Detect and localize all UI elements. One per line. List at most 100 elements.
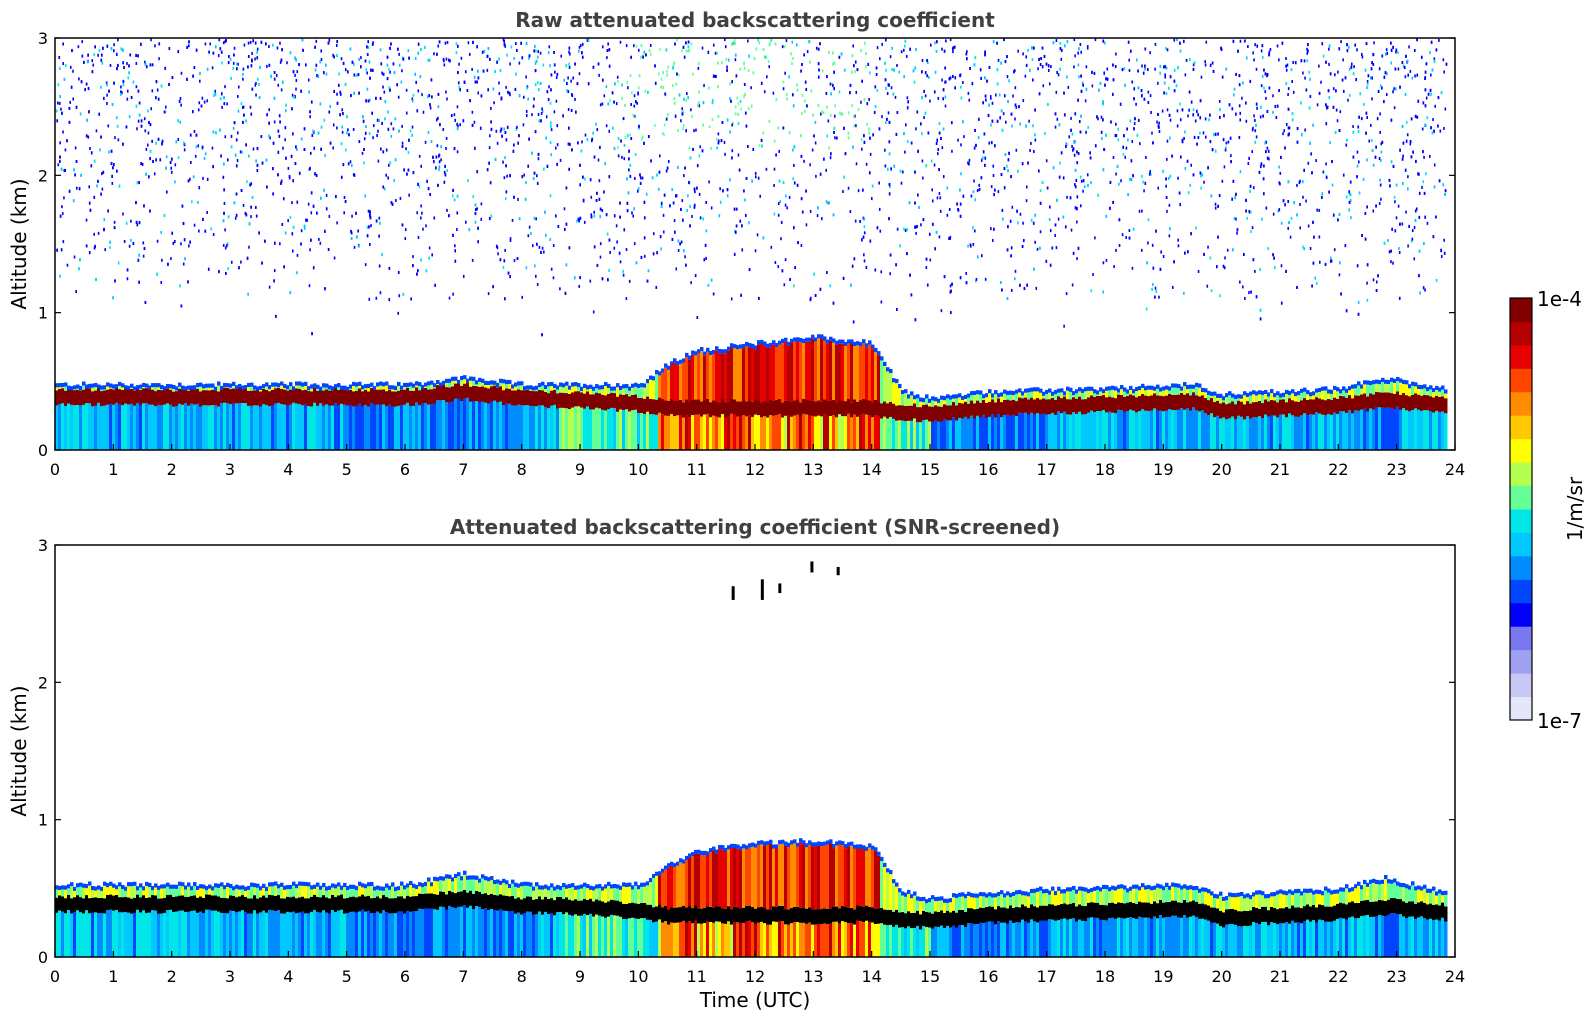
noise-pixel [879,57,881,61]
noise-pixel [1350,62,1353,66]
noise-pixel [1407,244,1409,248]
heatmap-cell [967,393,971,398]
noise-pixel [578,72,581,76]
heatmap-cell [1267,416,1271,450]
noise-pixel [592,310,595,314]
heatmap-cell [487,385,491,389]
heatmap-cell [1387,379,1391,385]
noise-pixel [723,38,726,42]
heatmap-cell [1399,382,1403,395]
heatmap-cell [1312,399,1316,415]
noise-pixel [931,199,934,203]
noise-pixel [1199,131,1201,135]
heatmap-cell [1279,393,1283,398]
heatmap-cell [997,398,1001,414]
noise-pixel [1280,264,1283,268]
noise-pixel [459,123,461,127]
noise-pixel [780,237,782,241]
heatmap-cell [334,384,338,389]
heatmap-cell [922,402,926,405]
heatmap-cell [622,384,626,389]
heatmap-cell [1201,387,1205,393]
noise-pixel [209,42,212,46]
heatmap-cell [85,403,89,450]
heatmap-cell [877,416,881,450]
noise-pixel [1117,182,1120,186]
heatmap-cell [847,413,851,450]
noise-pixel [1177,244,1180,248]
heatmap-cell [994,394,998,403]
noise-pixel [606,56,608,60]
noise-pixel [324,153,326,157]
noise-pixel [597,158,600,162]
noise-pixel [1163,81,1166,85]
heatmap-cell [625,394,629,410]
heatmap-cell [796,414,800,450]
heatmap-cell [1441,411,1445,450]
heatmap-cell [1024,392,1028,398]
noise-pixel [609,98,611,102]
noise-pixel [365,125,367,129]
heatmap-cell [718,417,722,450]
noise-pixel [584,177,586,181]
noise-pixel [1185,58,1188,62]
heatmap-cell [250,386,254,391]
noise-pixel [536,174,538,178]
heatmap-cell [1102,393,1106,395]
heatmap-cell [226,403,230,450]
heatmap-cell [364,389,368,405]
heatmap-cell [799,402,803,418]
noise-pixel [1252,126,1254,130]
noise-pixel [698,154,701,158]
heatmap-cell [70,386,74,391]
heatmap-cell [364,384,368,389]
heatmap-cell [1003,389,1007,394]
noise-pixel [1272,110,1274,114]
noise-pixel [1290,216,1293,220]
heatmap-cell [409,390,413,406]
noise-pixel [170,257,172,261]
heatmap-cell [1057,388,1061,393]
noise-pixel [445,57,448,61]
heatmap-cell [1285,402,1289,418]
heatmap-cell [385,406,389,450]
noise-pixel [1169,136,1171,140]
heatmap-cell [619,390,623,395]
noise-pixel [445,147,447,151]
noise-pixel [1164,73,1166,77]
heatmap-cell [298,381,302,386]
heatmap-cell [784,415,788,450]
heatmap-cell [889,416,893,450]
noise-pixel [786,206,788,210]
heatmap-cell [610,392,614,408]
noise-pixel [1254,43,1256,47]
heatmap-cell [1312,395,1316,400]
heatmap-cell [976,400,980,416]
noise-pixel [736,207,738,211]
heatmap-cell [331,405,335,450]
heatmap-cell [139,384,143,389]
noise-pixel [1421,185,1423,189]
noise-pixel [768,65,771,69]
heatmap-cell [136,403,140,450]
noise-pixel [915,231,917,235]
heatmap-cell [574,386,578,392]
heatmap-cell [805,399,809,415]
noise-pixel [690,108,692,112]
noise-pixel [1070,228,1073,232]
noise-pixel [1176,124,1179,128]
heatmap-cell [550,390,554,406]
noise-pixel [242,67,245,71]
heatmap-cell [547,382,551,387]
heatmap-cell [649,398,653,415]
heatmap-cell [436,379,440,385]
heatmap-cell [625,409,629,450]
heatmap-cell [445,387,449,403]
heatmap-cell [1432,388,1436,393]
noise-pixel [640,137,643,141]
heatmap-cell [1141,409,1145,450]
noise-pixel [418,154,421,158]
heatmap-cell [694,351,698,356]
heatmap-cell [682,362,686,403]
noise-pixel [1339,110,1342,114]
